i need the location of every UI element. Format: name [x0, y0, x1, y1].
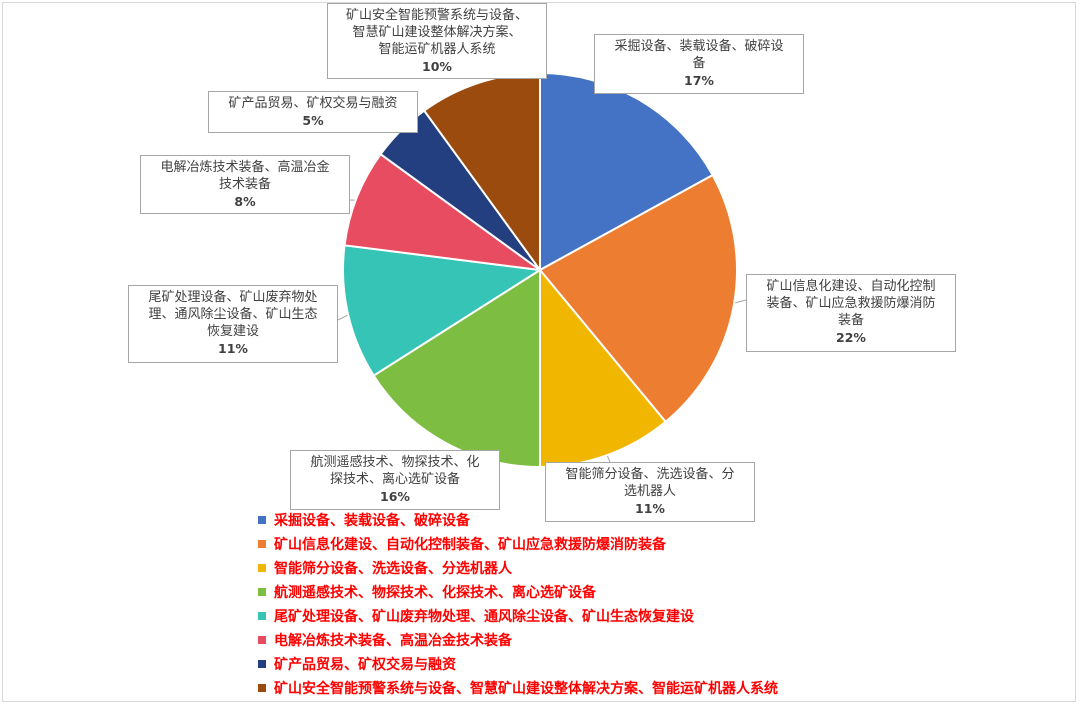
- pie-slice-2: [538, 173, 738, 424]
- legend-label: 尾矿处理设备、矿山废弃物处理、通风除尘设备、矿山生态恢复建设: [274, 609, 694, 625]
- data-label-text: 航测遥感技术、物探技术、化 探技术、离心选矿设备: [310, 455, 480, 487]
- pie-slice-6: [343, 152, 541, 271]
- legend-swatch: [258, 516, 266, 524]
- legend-label: 矿产品贸易、矿权交易与融资: [274, 657, 456, 673]
- legend-swatch: [258, 612, 266, 620]
- data-label-percent: 22%: [836, 330, 866, 345]
- legend-item-1: 采掘设备、装载设备、破碎设备: [258, 508, 778, 532]
- data-label-7: 矿产品贸易、矿权交易与融资 5%: [208, 91, 418, 133]
- data-label-text: 智能筛分设备、洗选设备、分 选机器人: [565, 467, 735, 499]
- legend-item-8: 矿山安全智能预警系统与设备、智慧矿山建设整体解决方案、智能运矿机器人系统: [258, 676, 778, 700]
- data-label-3: 智能筛分设备、洗选设备、分 选机器人 11%: [545, 462, 755, 522]
- data-label-percent: 11%: [218, 341, 248, 356]
- data-label-5: 尾矿处理设备、矿山废弃物处 理、通风除尘设备、矿山生态 恢复建设 11%: [128, 285, 338, 363]
- data-label-text: 矿山安全智能预警系统与设备、 智慧矿山建设整体解决方案、 智能运矿机器人系统: [345, 8, 528, 57]
- data-label-percent: 5%: [302, 113, 324, 128]
- data-label-text: 矿产品贸易、矿权交易与融资: [228, 96, 398, 111]
- legend-swatch: [258, 684, 266, 692]
- data-label-percent: 11%: [635, 501, 665, 516]
- legend-item-3: 智能筛分设备、洗选设备、分选机器人: [258, 556, 778, 580]
- legend-label: 矿山信息化建设、自动化控制装备、矿山应急救援防爆消防装备: [274, 537, 666, 553]
- legend-label: 采掘设备、装载设备、破碎设备: [274, 513, 470, 529]
- data-label-percent: 8%: [234, 194, 256, 209]
- legend-swatch: [258, 588, 266, 596]
- legend-swatch: [258, 540, 266, 548]
- data-label-4: 航测遥感技术、物探技术、化 探技术、离心选矿设备 16%: [290, 450, 500, 510]
- legend-item-4: 航测遥感技术、物探技术、化探技术、离心选矿设备: [258, 580, 778, 604]
- legend-item-7: 矿产品贸易、矿权交易与融资: [258, 652, 778, 676]
- pie-slice-5: [342, 244, 543, 377]
- data-label-text: 电解冶炼技术装备、高温冶金 技术装备: [160, 160, 330, 192]
- legend-label: 矿山安全智能预警系统与设备、智慧矿山建设整体解决方案、智能运矿机器人系统: [274, 681, 778, 697]
- legend-item-6: 电解冶炼技术装备、高温冶金技术装备: [258, 628, 778, 652]
- pie-slice-4: [372, 268, 541, 469]
- legend-label: 电解冶炼技术装备、高温冶金技术装备: [274, 633, 512, 649]
- data-label-8: 矿山安全智能预警系统与设备、 智慧矿山建设整体解决方案、 智能运矿机器人系统 10%: [327, 3, 547, 79]
- legend-item-5: 尾矿处理设备、矿山废弃物处理、通风除尘设备、矿山生态恢复建设: [258, 604, 778, 628]
- legend-swatch: [258, 636, 266, 644]
- legend-item-2: 矿山信息化建设、自动化控制装备、矿山应急救援防爆消防装备: [258, 532, 778, 556]
- pie-slices: [342, 71, 738, 469]
- pie-slice-1: [539, 71, 714, 272]
- legend-label: 航测遥感技术、物探技术、化探技术、离心选矿设备: [274, 585, 596, 601]
- data-label-text: 采掘设备、装载设备、破碎设备: [614, 39, 784, 71]
- data-label-percent: 17%: [684, 73, 714, 88]
- data-label-1: 采掘设备、装载设备、破碎设备 17%: [594, 34, 804, 94]
- data-label-6: 电解冶炼技术装备、高温冶金 技术装备 8%: [140, 155, 350, 214]
- data-label-text: 矿山信息化建设、自动化控制 装备、矿山应急救援防爆消防 装备: [766, 279, 936, 328]
- data-label-percent: 10%: [422, 59, 452, 74]
- legend: 采掘设备、装载设备、破碎设备矿山信息化建设、自动化控制装备、矿山应急救援防爆消防…: [258, 508, 778, 700]
- legend-label: 智能筛分设备、洗选设备、分选机器人: [274, 561, 512, 577]
- data-label-percent: 16%: [380, 489, 410, 504]
- legend-swatch: [258, 660, 266, 668]
- legend-swatch: [258, 564, 266, 572]
- data-label-2: 矿山信息化建设、自动化控制 装备、矿山应急救援防爆消防 装备 22%: [746, 274, 956, 352]
- data-label-text: 尾矿处理设备、矿山废弃物处 理、通风除尘设备、矿山生态 恢复建设: [148, 290, 318, 339]
